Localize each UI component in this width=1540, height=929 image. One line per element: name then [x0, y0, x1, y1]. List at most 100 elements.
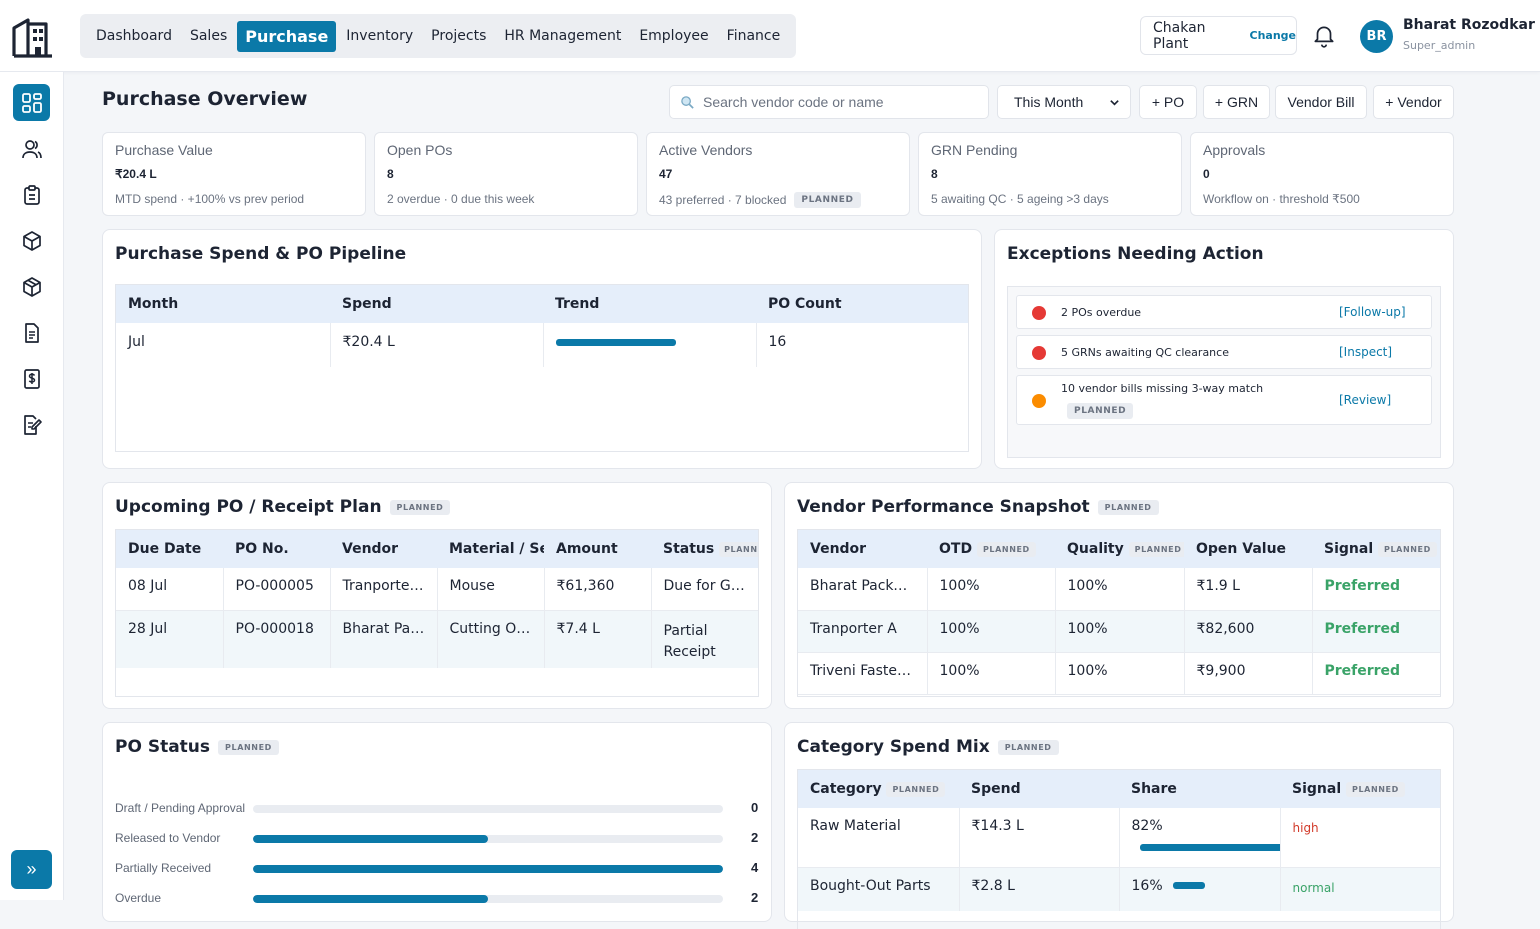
- exceptions-panel: Exceptions Needing Action 2 POs overdue …: [994, 229, 1454, 469]
- col-spend[interactable]: Spend: [330, 285, 543, 323]
- cell-category: Bought-Out Parts: [798, 867, 960, 911]
- status-dot-red: [1032, 306, 1046, 320]
- sidebar-expand-button[interactable]: »: [11, 850, 52, 889]
- col-amount[interactable]: Amount: [544, 530, 651, 568]
- table-row[interactable]: 28 Jul PO-000018 Bharat Pac… Cutting Oil…: [116, 610, 758, 668]
- status-track: [253, 895, 723, 903]
- col-vendor[interactable]: Vendor: [330, 530, 437, 568]
- table-row[interactable]: Bought-Out Parts ₹2.8 L 16% normal: [798, 867, 1440, 911]
- col-category[interactable]: Category PLANNED: [798, 770, 959, 808]
- search-input[interactable]: [703, 94, 973, 110]
- sidebar-item-invoice[interactable]: [13, 360, 50, 397]
- table-row[interactable]: Bharat Packag… 100% 100% ₹1.9 L Preferre…: [798, 568, 1440, 611]
- add-grn-button[interactable]: + GRN: [1203, 85, 1270, 119]
- col-month[interactable]: Month: [116, 285, 330, 323]
- col-quality[interactable]: Quality PLANNED: [1055, 530, 1184, 568]
- planned-badge: PLANNED: [1097, 499, 1159, 515]
- sidebar-item-box[interactable]: [13, 222, 50, 259]
- table-row[interactable]: Triveni Fasten… 100% 100% ₹9,900 Preferr…: [798, 652, 1440, 695]
- sidebar-item-dashboard[interactable]: [13, 84, 50, 121]
- col-signal[interactable]: Signal PLANNED: [1312, 530, 1440, 568]
- kpi-value: 0: [1203, 167, 1210, 181]
- table-row[interactable]: Raw Material ₹14.3 L 82% high: [798, 808, 1440, 868]
- kpi-title: Purchase Value: [115, 142, 213, 158]
- cell-open-value: ₹82,600: [1184, 610, 1313, 653]
- exception-action-review[interactable]: [Review]: [1339, 393, 1392, 407]
- exception-action-follow-up[interactable]: [Follow-up]: [1339, 305, 1406, 319]
- status-fill: [253, 835, 488, 843]
- kpi-open-pos[interactable]: Open POs 8 2 overdue · 0 due this week: [374, 132, 638, 216]
- nav-inventory[interactable]: Inventory: [346, 28, 414, 44]
- cell-quality: 100%: [1055, 652, 1185, 695]
- vendor-bill-button[interactable]: Vendor Bill: [1275, 85, 1367, 119]
- status-row-partially-received[interactable]: Partially Received 4: [115, 859, 761, 879]
- vendor-search[interactable]: [669, 85, 989, 119]
- kpi-active-vendors[interactable]: Active Vendors 47 43 preferred · 7 block…: [646, 132, 910, 216]
- status-track: [253, 865, 723, 873]
- col-material[interactable]: Material / Serv: [437, 530, 544, 568]
- sidebar-item-edit-document[interactable]: [13, 406, 50, 443]
- cell-share: 82%: [1119, 808, 1281, 868]
- add-po-button[interactable]: + PO: [1139, 85, 1197, 119]
- col-signal[interactable]: Signal PLANNED: [1280, 770, 1440, 808]
- table-row[interactable]: Tranporter A 100% 100% ₹82,600 Preferred: [798, 610, 1440, 653]
- plant-change-link[interactable]: Change: [1249, 29, 1297, 42]
- cell-vendor: Bharat Packag…: [798, 568, 928, 611]
- cell-po-count: 16: [768, 334, 787, 350]
- col-otd[interactable]: OTD PLANNED: [927, 530, 1055, 568]
- col-due-date[interactable]: Due Date: [116, 530, 223, 568]
- panel-title: Exceptions Needing Action: [1007, 244, 1264, 264]
- period-select[interactable]: This Month: [997, 85, 1131, 119]
- col-spend[interactable]: Spend: [959, 770, 1119, 808]
- share-value: 16%: [1131, 877, 1163, 894]
- col-status[interactable]: Status PLANNE: [651, 530, 758, 568]
- plant-name: Chakan Plant: [1153, 19, 1206, 52]
- col-po-count[interactable]: PO Count: [756, 285, 968, 323]
- users-icon: [21, 139, 42, 158]
- nav-purchase[interactable]: Purchase: [237, 20, 337, 52]
- kpi-purchase-value[interactable]: Purchase Value ₹20.4 L MTD spend · +100%…: [102, 132, 366, 216]
- table-row[interactable]: Jul ₹20.4 L 16: [116, 323, 968, 367]
- sidebar-item-document[interactable]: [13, 314, 50, 351]
- col-share[interactable]: Share: [1119, 770, 1280, 808]
- table-row[interactable]: 08 Jul PO-000005 Tranporter A Mouse ₹61,…: [116, 568, 758, 611]
- col-vendor[interactable]: Vendor: [798, 530, 927, 568]
- bell-icon[interactable]: [1311, 23, 1337, 49]
- category-spend-table: Category PLANNED Spend Share Signal PLAN…: [797, 769, 1441, 929]
- col-po-no[interactable]: PO No.: [223, 530, 330, 568]
- kpi-approvals[interactable]: Approvals 0 Workflow on · threshold ₹500: [1190, 132, 1454, 216]
- sidebar-item-clipboard[interactable]: [13, 176, 50, 213]
- purchase-spend-panel: Purchase Spend & PO Pipeline Month Spend…: [102, 229, 982, 469]
- planned-badge: PLANNED: [886, 781, 946, 797]
- building-logo-icon[interactable]: [10, 16, 56, 58]
- status-row-overdue[interactable]: Overdue 2: [115, 889, 761, 909]
- status-row-released[interactable]: Released to Vendor 2: [115, 829, 761, 849]
- kpi-title: GRN Pending: [931, 142, 1018, 158]
- col-open-value[interactable]: Open Value: [1184, 530, 1312, 568]
- exception-item[interactable]: 2 POs overdue [Follow-up]: [1016, 295, 1432, 329]
- nav-hr-management[interactable]: HR Management: [504, 28, 622, 44]
- planned-badge: PLANNED: [1067, 403, 1134, 419]
- cell-open-value: ₹9,900: [1184, 652, 1313, 695]
- nav-employee[interactable]: Employee: [639, 28, 709, 44]
- nav-projects[interactable]: Projects: [431, 28, 487, 44]
- status-fill: [253, 895, 488, 903]
- col-trend[interactable]: Trend: [543, 285, 756, 323]
- nav-finance[interactable]: Finance: [726, 28, 781, 44]
- sidebar-item-package[interactable]: [13, 268, 50, 305]
- plant-selector[interactable]: Chakan Plant Change: [1140, 16, 1297, 55]
- avatar[interactable]: BR: [1360, 20, 1393, 53]
- exception-action-inspect[interactable]: [Inspect]: [1339, 345, 1393, 359]
- share-bar: [1173, 882, 1206, 889]
- planned-badge: PLANNED: [218, 739, 279, 755]
- sidebar-item-users[interactable]: [13, 130, 50, 167]
- kpi-grn-pending[interactable]: GRN Pending 8 5 awaiting QC · 5 ageing >…: [918, 132, 1182, 216]
- nav-sales[interactable]: Sales: [189, 28, 228, 44]
- exception-text: 5 GRNs awaiting QC clearance: [1061, 346, 1229, 359]
- add-vendor-button[interactable]: + Vendor: [1373, 85, 1454, 119]
- status-row-draft[interactable]: Draft / Pending Approval 0: [115, 799, 761, 819]
- exception-text: 10 vendor bills missing 3-way match: [1061, 382, 1264, 395]
- nav-dashboard[interactable]: Dashboard: [96, 28, 172, 44]
- exception-item[interactable]: 10 vendor bills missing 3-way match PLAN…: [1016, 375, 1432, 425]
- exception-item[interactable]: 5 GRNs awaiting QC clearance [Inspect]: [1016, 335, 1432, 369]
